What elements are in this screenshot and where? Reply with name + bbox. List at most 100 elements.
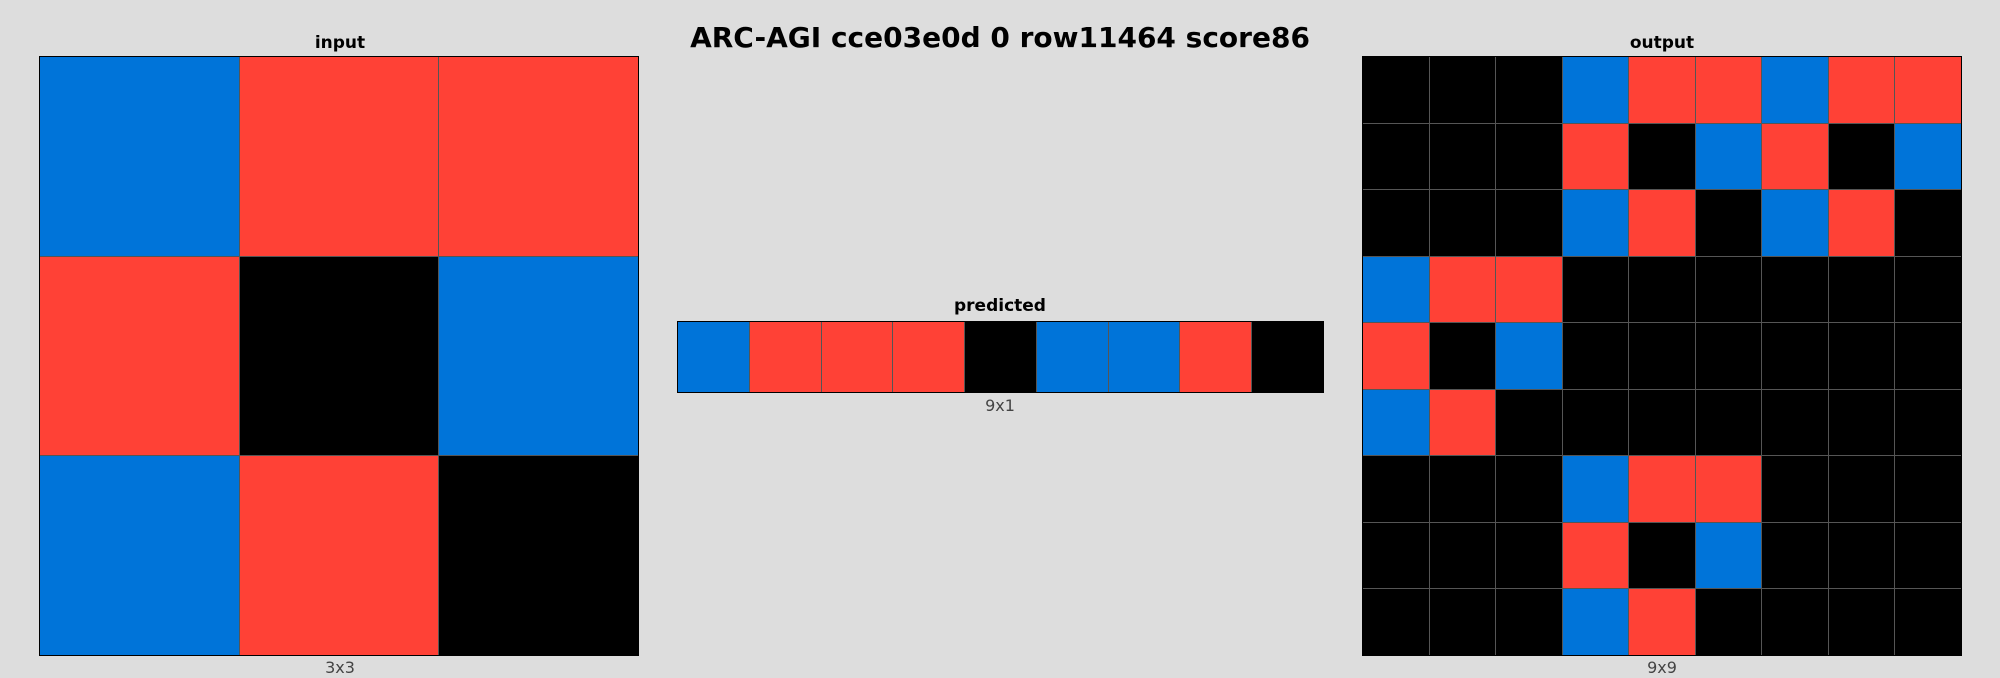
output-cell-r3-c6 <box>1762 256 1828 323</box>
predicted-cell-r0-c0 <box>678 322 749 392</box>
output-cell-r1-c4 <box>1629 123 1695 190</box>
output-cell-r6-c1 <box>1429 456 1496 522</box>
output-cell-r7-c1 <box>1429 522 1496 589</box>
output-cell-r2-c2 <box>1496 190 1562 256</box>
input-cell-r2-c0 <box>40 456 239 655</box>
output-cell-r1-c8 <box>1895 123 1961 190</box>
output-cell-r1-c7 <box>1828 123 1895 190</box>
output-cell-r3-c1 <box>1429 256 1496 323</box>
output-cell-r2-c6 <box>1762 190 1828 256</box>
output-cell-r4-c8 <box>1895 323 1961 389</box>
predicted-panel-label: predicted <box>954 296 1046 316</box>
output-cell-r2-c1 <box>1429 190 1496 256</box>
output-cell-r8-c2 <box>1496 589 1562 655</box>
output-cell-r1-c0 <box>1363 123 1429 190</box>
output-cell-r3-c7 <box>1828 256 1895 323</box>
predicted-cell-r0-c7 <box>1180 322 1252 392</box>
predicted-cell-r0-c5 <box>1036 322 1108 392</box>
output-cell-r8-c5 <box>1695 589 1762 655</box>
output-cell-r5-c5 <box>1695 389 1762 456</box>
input-cell-r2-c2 <box>439 456 638 655</box>
output-cell-r0-c4 <box>1629 57 1695 123</box>
output-cell-r2-c7 <box>1828 190 1895 256</box>
output-cell-r4-c1 <box>1429 323 1496 389</box>
output-cell-r6-c6 <box>1762 456 1828 522</box>
output-cell-r5-c4 <box>1629 389 1695 456</box>
output-cell-r4-c6 <box>1762 323 1828 389</box>
output-panel-label: output <box>1629 33 1695 53</box>
output-cell-r1-c1 <box>1429 123 1496 190</box>
output-cell-r5-c2 <box>1496 389 1562 456</box>
output-cell-r7-c3 <box>1562 522 1629 589</box>
output-cell-r3-c8 <box>1895 256 1961 323</box>
output-cell-r6-c8 <box>1895 456 1961 522</box>
output-cell-r0-c1 <box>1429 57 1496 123</box>
output-cell-r8-c4 <box>1629 589 1695 655</box>
predicted-cell-r0-c1 <box>749 322 821 392</box>
predicted-cell-r0-c6 <box>1108 322 1180 392</box>
output-cell-r8-c7 <box>1828 589 1895 655</box>
output-cell-r7-c4 <box>1629 522 1695 589</box>
input-dims-label: 3x3 <box>325 658 355 677</box>
output-cell-r2-c0 <box>1363 190 1429 256</box>
output-cell-r6-c5 <box>1695 456 1762 522</box>
input-grid <box>39 56 639 656</box>
output-cell-r7-c2 <box>1496 522 1562 589</box>
output-cell-r7-c0 <box>1363 522 1429 589</box>
output-cell-r6-c2 <box>1496 456 1562 522</box>
output-cell-r8-c1 <box>1429 589 1496 655</box>
output-cell-r5-c6 <box>1762 389 1828 456</box>
output-cell-r2-c4 <box>1629 190 1695 256</box>
output-cell-r5-c0 <box>1363 389 1429 456</box>
output-cell-r0-c3 <box>1562 57 1629 123</box>
predicted-cell-r0-c2 <box>821 322 893 392</box>
output-cell-r3-c2 <box>1496 256 1562 323</box>
output-dims-label: 9x9 <box>1647 658 1677 677</box>
input-cell-r1-c0 <box>40 256 239 456</box>
output-cell-r0-c0 <box>1363 57 1429 123</box>
output-cell-r4-c5 <box>1695 323 1762 389</box>
output-cell-r3-c0 <box>1363 256 1429 323</box>
output-cell-r6-c3 <box>1562 456 1629 522</box>
output-cell-r7-c5 <box>1695 522 1762 589</box>
output-cell-r8-c8 <box>1895 589 1961 655</box>
input-cell-r1-c2 <box>439 256 638 456</box>
predicted-cell-r0-c8 <box>1252 322 1323 392</box>
output-cell-r1-c2 <box>1496 123 1562 190</box>
output-cell-r0-c5 <box>1695 57 1762 123</box>
output-cell-r6-c7 <box>1828 456 1895 522</box>
output-cell-r7-c6 <box>1762 522 1828 589</box>
figure-title: ARC-AGI cce03e0d 0 row11464 score86 <box>690 21 1310 54</box>
output-cell-r7-c7 <box>1828 522 1895 589</box>
output-cell-r0-c2 <box>1496 57 1562 123</box>
output-cell-r1-c5 <box>1695 123 1762 190</box>
output-cell-r2-c5 <box>1695 190 1762 256</box>
output-cell-r4-c3 <box>1562 323 1629 389</box>
predicted-dims-label: 9x1 <box>985 396 1015 415</box>
output-cell-r3-c3 <box>1562 256 1629 323</box>
predicted-cell-r0-c4 <box>965 322 1036 392</box>
output-cell-r3-c4 <box>1629 256 1695 323</box>
predicted-grid <box>677 321 1324 393</box>
input-cell-r0-c2 <box>439 57 638 256</box>
input-cell-r2-c1 <box>239 456 439 655</box>
output-cell-r0-c6 <box>1762 57 1828 123</box>
output-cell-r6-c4 <box>1629 456 1695 522</box>
output-cell-r8-c0 <box>1363 589 1429 655</box>
input-cell-r0-c0 <box>40 57 239 256</box>
output-cell-r1-c6 <box>1762 123 1828 190</box>
output-cell-r8-c3 <box>1562 589 1629 655</box>
output-cell-r8-c6 <box>1762 589 1828 655</box>
output-cell-r2-c3 <box>1562 190 1629 256</box>
output-cell-r4-c0 <box>1363 323 1429 389</box>
input-panel-label: input <box>314 33 366 53</box>
output-cell-r5-c7 <box>1828 389 1895 456</box>
output-cell-r7-c8 <box>1895 522 1961 589</box>
input-cell-r0-c1 <box>239 57 439 256</box>
output-cell-r3-c5 <box>1695 256 1762 323</box>
output-grid <box>1362 56 1962 656</box>
predicted-cell-r0-c3 <box>893 322 965 392</box>
output-cell-r5-c3 <box>1562 389 1629 456</box>
output-cell-r0-c7 <box>1828 57 1895 123</box>
output-cell-r4-c2 <box>1496 323 1562 389</box>
